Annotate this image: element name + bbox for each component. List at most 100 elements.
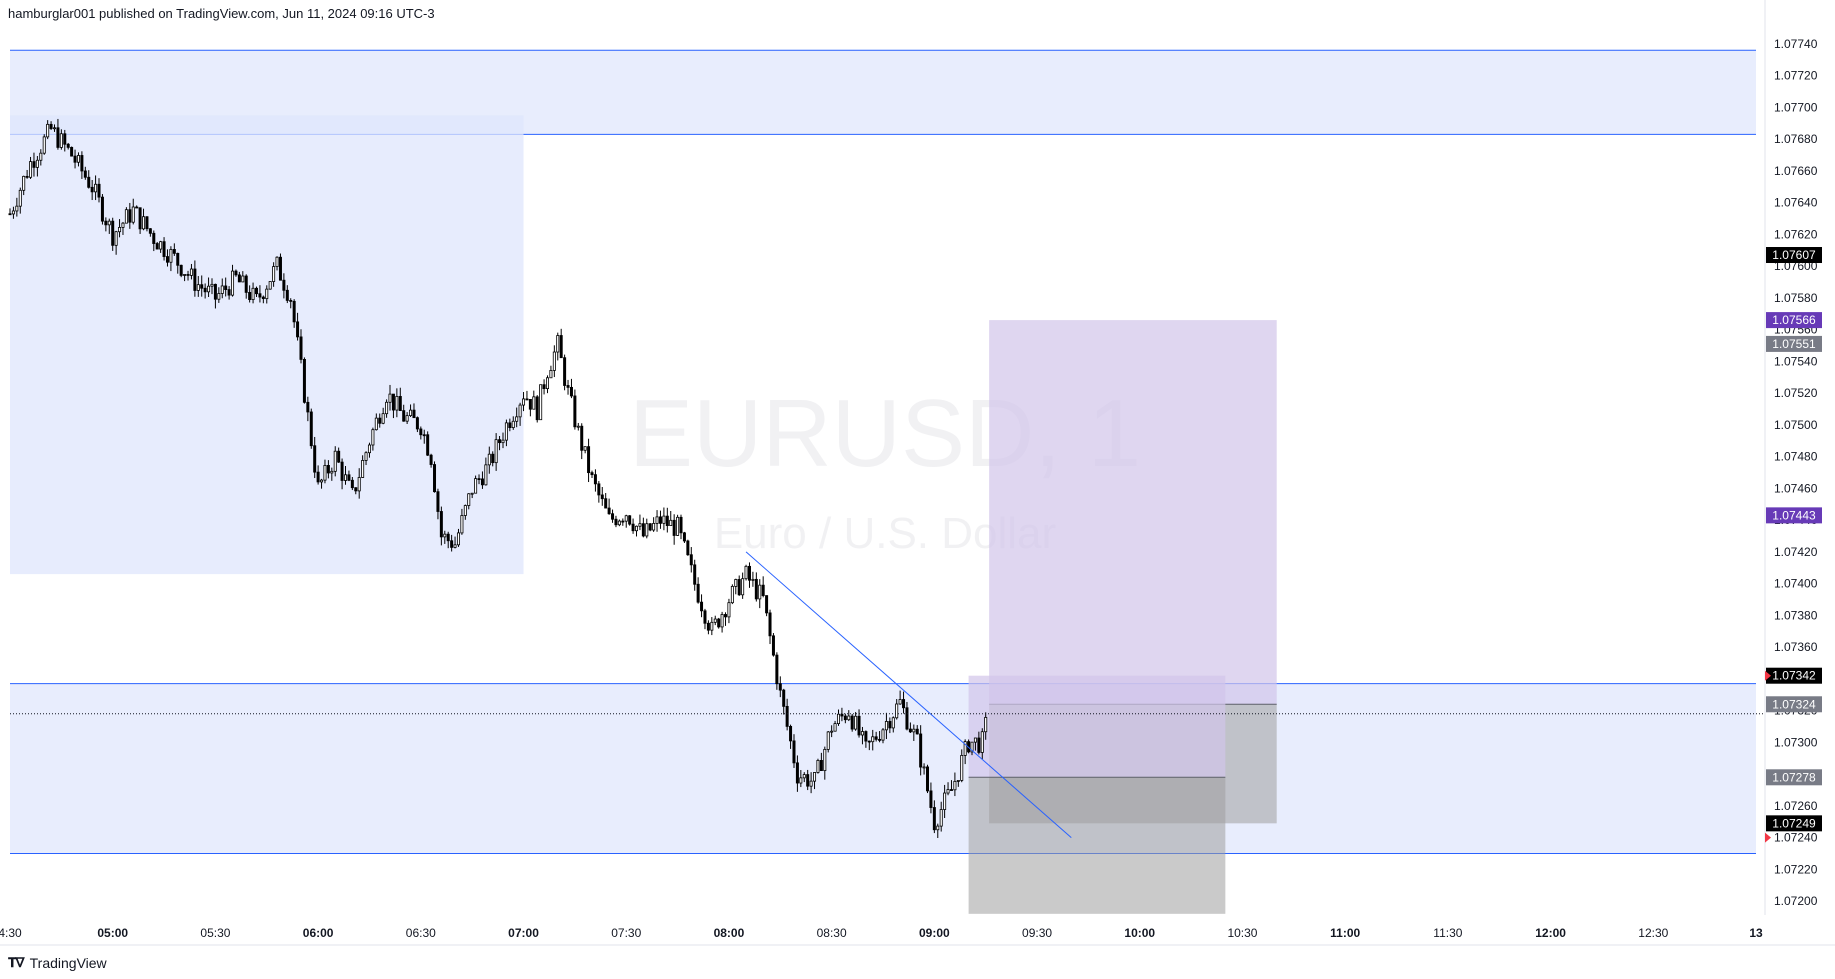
- candle-body: [193, 268, 197, 291]
- candle: [686, 539, 690, 556]
- candles-layer: [8, 118, 988, 838]
- candle-body: [203, 287, 207, 293]
- candle-body: [415, 417, 419, 430]
- candle: [186, 270, 190, 281]
- candle: [583, 446, 587, 454]
- candle-body: [46, 123, 50, 138]
- candle-body: [323, 465, 327, 481]
- candle: [960, 749, 964, 783]
- candle-body: [501, 439, 505, 444]
- alert-marker-icon: [1765, 670, 1771, 681]
- candle-body: [621, 520, 625, 523]
- candle: [433, 461, 437, 493]
- candle: [409, 404, 413, 417]
- candle: [552, 345, 556, 378]
- candle: [357, 468, 361, 499]
- candle: [617, 519, 621, 527]
- candle: [179, 264, 183, 278]
- candle: [15, 197, 19, 217]
- candle-body: [771, 635, 775, 656]
- candle: [508, 418, 512, 432]
- candle-body: [378, 417, 382, 424]
- candle: [881, 727, 885, 744]
- brand-footer[interactable]: 𝐓∇ TradingView: [8, 955, 107, 971]
- candle-body: [142, 216, 146, 230]
- x-tick-label: 10:30: [1227, 926, 1257, 940]
- candle-body: [778, 683, 782, 691]
- candle: [867, 740, 871, 751]
- candle: [641, 517, 645, 538]
- candle: [655, 510, 659, 532]
- price-label-text: 1.07324: [1772, 697, 1816, 711]
- candle-body: [326, 465, 330, 474]
- candle: [902, 691, 906, 714]
- price-label: 1.07566: [1766, 312, 1822, 329]
- x-tick-label: 4:30: [0, 926, 22, 940]
- candle-body: [679, 516, 683, 534]
- candle-body: [70, 146, 74, 157]
- candle: [176, 252, 180, 274]
- y-tick-label: 1.07400: [1774, 577, 1818, 591]
- candle: [460, 508, 464, 535]
- candle: [494, 433, 498, 471]
- candle: [638, 514, 642, 531]
- candle-body: [128, 209, 132, 223]
- candle-body: [871, 736, 875, 743]
- candle: [604, 493, 608, 509]
- candle: [580, 423, 584, 460]
- candle: [953, 772, 957, 797]
- candle-body: [385, 401, 389, 415]
- candle: [830, 725, 834, 738]
- candle: [138, 207, 142, 234]
- candle-body: [645, 523, 649, 537]
- candle-body: [850, 715, 854, 730]
- candle-body: [450, 540, 454, 548]
- candle: [915, 725, 919, 735]
- x-tick-label: 07:00: [508, 926, 539, 940]
- price-label: 1.07551: [1766, 335, 1822, 352]
- candle-body: [388, 393, 392, 403]
- y-tick-label: 1.07240: [1774, 831, 1818, 845]
- candle-body: [261, 296, 265, 300]
- candle-body: [652, 523, 656, 531]
- candle-body: [734, 579, 738, 587]
- price-label: 1.07249: [1766, 815, 1822, 832]
- candle: [278, 253, 282, 281]
- candle-body: [66, 143, 70, 148]
- x-tick-label: 12:00: [1535, 926, 1566, 940]
- candle: [614, 515, 618, 528]
- candle: [542, 379, 546, 395]
- candle: [539, 384, 543, 421]
- candle-body: [231, 270, 235, 296]
- candle-body: [477, 478, 481, 481]
- candle-body: [843, 715, 847, 721]
- candle-body: [73, 155, 77, 163]
- candle-body: [960, 755, 964, 781]
- alert-marker-icon: [1765, 832, 1771, 843]
- candle-body: [333, 450, 337, 472]
- candle-body: [29, 161, 33, 178]
- candle: [597, 481, 601, 503]
- candle-body: [42, 136, 46, 154]
- candle: [761, 576, 765, 598]
- candle: [361, 455, 365, 478]
- candle-body: [316, 471, 320, 483]
- price-label-bg: [1766, 696, 1822, 713]
- trendline: [745, 551, 1072, 839]
- lines-layer: [10, 551, 1765, 839]
- candle-body: [590, 472, 594, 476]
- price-label-bg: [1766, 815, 1822, 832]
- candle: [501, 432, 505, 449]
- candle: [545, 375, 549, 394]
- candle: [936, 823, 940, 838]
- candle: [559, 328, 563, 359]
- candle: [956, 780, 960, 787]
- candle-body: [573, 395, 577, 428]
- candle: [124, 207, 128, 224]
- candle: [340, 458, 344, 490]
- candle: [200, 275, 204, 297]
- candle-body: [241, 275, 245, 283]
- candle: [412, 403, 416, 419]
- candle-body: [963, 741, 967, 756]
